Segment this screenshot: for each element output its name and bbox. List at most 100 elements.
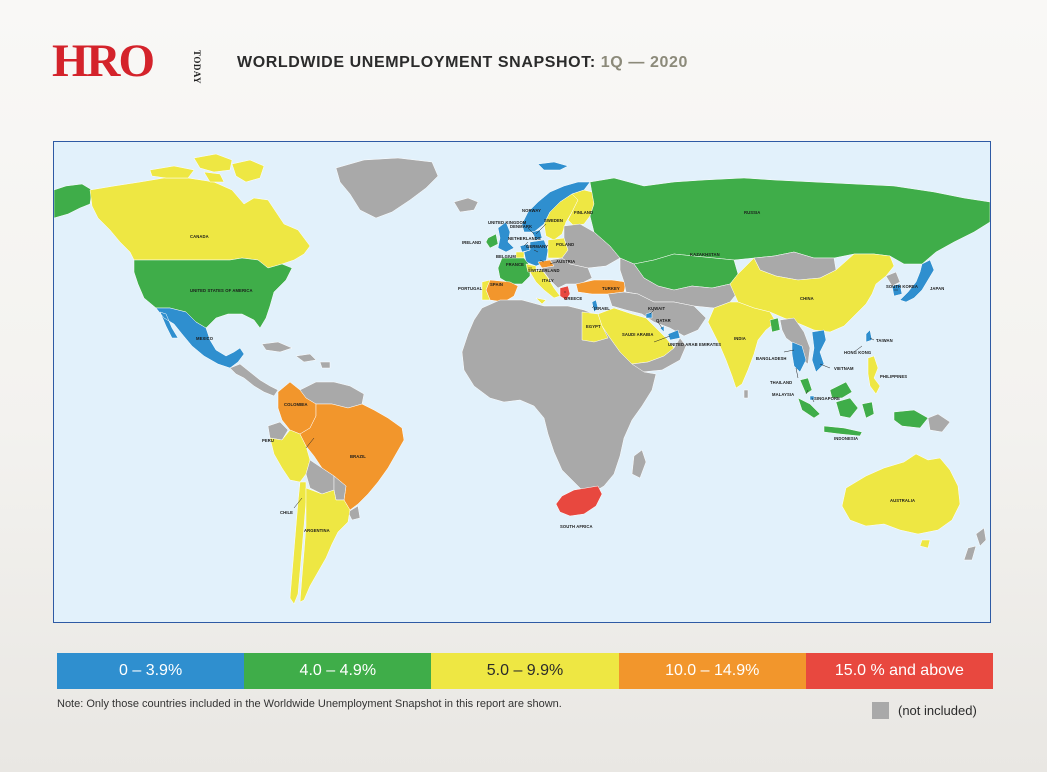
country-tasmania (919, 539, 931, 549)
label-bangladesh: BANGLADESH (756, 356, 787, 361)
label-italy: ITALY (542, 278, 554, 283)
label-south-korea: SOUTH KOREA (886, 284, 918, 289)
label-germany: GERMANY (526, 244, 548, 249)
title-period: 1Q — 2020 (600, 54, 689, 71)
world-map-svg: CANADA UNITED STATES OF AMERICA MEXICO C… (54, 142, 990, 622)
country-mexico (155, 307, 245, 369)
label-denmark: DENMARK (510, 224, 532, 229)
country-ecuador (267, 421, 289, 441)
country-japan (899, 259, 935, 303)
country-central-america (229, 363, 279, 397)
label-chile: CHILE (280, 510, 293, 515)
label-south-africa: SOUTH AFRICA (560, 524, 593, 529)
country-caribbean (261, 341, 331, 369)
label-singapore: SINGAPORE (814, 396, 840, 401)
country-belgium (515, 251, 525, 259)
label-usa: UNITED STATES OF AMERICA (190, 288, 253, 293)
country-singapore (809, 395, 815, 401)
label-poland: POLAND (556, 242, 574, 247)
label-uk: UNITED KINGDOM (488, 220, 527, 225)
label-ireland: IRELAND (462, 240, 481, 245)
country-alaska (54, 183, 93, 219)
label-mexico: MEXICO (196, 336, 214, 341)
label-kuwait: KUWAIT (648, 306, 665, 311)
country-egypt (581, 311, 609, 343)
country-india (707, 301, 777, 389)
country-qatar (659, 325, 665, 333)
not-included-label: (not included) (898, 703, 977, 718)
country-finland (567, 189, 595, 227)
country-france (497, 257, 531, 285)
label-egypt: EGYPT (586, 324, 601, 329)
label-japan: JAPAN (930, 286, 944, 291)
country-south-africa (555, 485, 603, 517)
country-eastern-europe (561, 223, 621, 269)
label-philippines: PHILIPPINES (880, 374, 907, 379)
country-taiwan (865, 329, 873, 343)
label-spain: SPAIN (490, 282, 503, 287)
label-peru: PERU (262, 438, 274, 443)
label-indonesia: INDONESIA (834, 436, 858, 441)
footnote: Note: Only those countries included in t… (57, 698, 562, 710)
country-greenland (335, 157, 439, 219)
label-malaysia: MALAYSIA (772, 392, 794, 397)
country-israel (591, 299, 599, 313)
country-greece (559, 285, 571, 301)
country-ireland (485, 233, 499, 249)
country-iceland (453, 197, 479, 213)
country-papua (927, 413, 951, 433)
label-brazil: BRAZIL (350, 454, 366, 459)
label-israel: ISRAEL (594, 306, 610, 311)
label-taiwan: TAIWAN (876, 338, 893, 343)
label-colombia: COLOMBIA (284, 402, 308, 407)
label-hong-kong: HONG KONG (844, 350, 871, 355)
label-qatar: QATAR (656, 318, 671, 323)
label-thailand: THAILAND (770, 380, 792, 385)
country-argentina (299, 487, 351, 603)
label-belgium: BELGIUM (496, 254, 516, 259)
label-turkey: TURKEY (602, 286, 620, 291)
logo-text: HRO (52, 35, 155, 87)
country-thailand (791, 341, 807, 373)
country-vietnam (811, 329, 827, 373)
legend-range-5-9-9: 5.0 – 9.9% (431, 653, 619, 689)
label-portugal: PORTUGAL (458, 286, 483, 291)
country-uk (497, 221, 515, 253)
page-title: WORLDWIDE UNEMPLOYMENT SNAPSHOT: 1Q — 20… (237, 54, 688, 72)
country-brazil (299, 403, 405, 511)
label-norway: NORWAY (522, 208, 541, 213)
label-argentina: ARGENTINA (304, 528, 330, 533)
not-included-swatch (872, 702, 889, 719)
country-middle-east (607, 291, 707, 337)
label-austria: AUSTRIA (556, 259, 575, 264)
country-new-zealand (963, 527, 987, 561)
label-finland: FINLAND (574, 210, 593, 215)
country-oman-yemen (631, 337, 687, 373)
country-north-korea (885, 271, 901, 287)
country-indonesia (797, 397, 929, 437)
label-australia: AUSTRALIA (890, 498, 915, 503)
label-canada: CANADA (190, 234, 209, 239)
country-canada-arctic (149, 153, 265, 183)
not-included-key: (not included) (872, 702, 977, 719)
leader-lines (293, 223, 898, 509)
label-switzerland: SWITZERLAND (528, 268, 560, 273)
country-chile (289, 481, 307, 605)
label-india: INDIA (734, 336, 746, 341)
country-australia (841, 453, 961, 535)
legend-range-15-plus: 15.0 % and above (805, 653, 994, 689)
label-uae: UNITED ARAB EMIRATES (668, 342, 721, 347)
country-portugal (481, 279, 491, 301)
label-greece: GREECE (564, 296, 582, 301)
logo-subtext: TODAY (192, 49, 203, 85)
legend-range-0-3-9: 0 – 3.9% (57, 653, 245, 689)
legend-range-4-4-9: 4.0 – 4.9% (244, 653, 432, 689)
label-sweden: SWEDEN (544, 218, 563, 223)
label-france: FRANCE (506, 262, 524, 267)
country-svalbard (537, 161, 569, 171)
country-madagascar (631, 449, 647, 479)
country-sri-lanka (743, 389, 749, 399)
country-malaysia (799, 377, 853, 399)
country-balkans (541, 257, 593, 289)
label-kazakhstan: KAZAKHSTAN (690, 252, 720, 257)
